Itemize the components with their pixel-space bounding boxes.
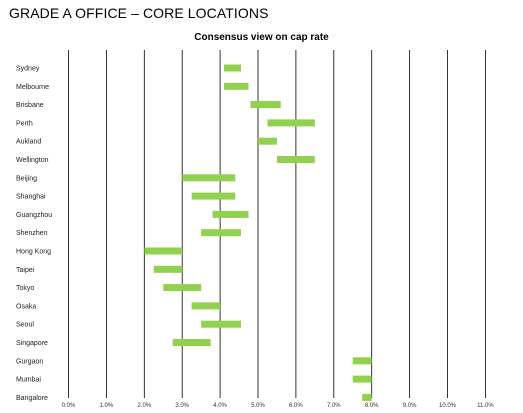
range-bar xyxy=(250,101,281,109)
x-tick-label: 3.0% xyxy=(175,403,189,409)
x-tick-label: 11.0% xyxy=(477,403,494,409)
x-tick-label: 7.0% xyxy=(327,403,341,409)
category-label: Aukland xyxy=(16,139,41,146)
range-bar xyxy=(191,192,236,200)
category-label: Singapore xyxy=(16,340,48,347)
range-bars xyxy=(144,64,372,401)
x-tick-label: 5.0% xyxy=(251,403,265,409)
category-label: Beijing xyxy=(16,175,37,182)
chart-title: Consensus view on cap rate xyxy=(194,32,329,43)
category-label: Mumbai xyxy=(16,377,41,384)
range-bar xyxy=(258,137,277,145)
range-bar xyxy=(191,302,221,310)
range-bar xyxy=(153,265,183,273)
x-tick-label: 0.0% xyxy=(62,403,76,409)
category-label: Osaka xyxy=(16,303,36,310)
x-tick-label: 4.0% xyxy=(213,403,227,409)
range-bar xyxy=(201,320,241,328)
x-tick-label: 9.0% xyxy=(403,403,417,409)
x-tick-label: 8.0% xyxy=(365,403,379,409)
category-label: Shanghai xyxy=(16,194,46,201)
category-label: Bangalore xyxy=(16,395,48,402)
category-label: Tokyo xyxy=(16,285,34,292)
category-labels: Sydney Melbourne Brisbane Perth Aukland Welli… xyxy=(16,66,52,402)
x-tick-label: 6.0% xyxy=(289,403,303,409)
category-label: Hong Kong xyxy=(16,249,51,256)
range-bar xyxy=(362,393,372,401)
range-bar xyxy=(352,357,372,365)
category-label: Gurgaon xyxy=(16,358,43,365)
range-bar xyxy=(223,82,249,90)
category-label: Melbourne xyxy=(16,84,49,91)
range-bar xyxy=(212,210,249,218)
range-bar xyxy=(276,156,315,163)
category-label: Taipei xyxy=(16,267,35,274)
range-bar xyxy=(172,339,211,346)
category-label: Perth xyxy=(16,120,33,127)
category-label: Guangzhou xyxy=(16,212,52,219)
range-bar xyxy=(352,375,372,383)
gridlines xyxy=(68,50,486,398)
category-label: Sydney xyxy=(16,66,40,73)
page-heading: GRADE A OFFICE – CORE LOCATIONS xyxy=(9,5,269,21)
range-bar xyxy=(144,247,183,255)
category-label: Wellington xyxy=(16,157,49,164)
range-bar xyxy=(223,64,241,72)
category-label: Brisbane xyxy=(16,102,44,109)
x-tick-labels: 0.0% 1.0% 2.0% 3.0% 4.0% 5.0% 6.0% 7.0% 8.0% 9.0%… xyxy=(62,403,495,409)
x-tick-label: 10.0% xyxy=(439,403,457,409)
range-bar xyxy=(201,229,241,237)
category-label: Shenzhen xyxy=(16,230,48,237)
x-tick-label: 1.0% xyxy=(100,403,114,409)
range-bar xyxy=(182,174,236,182)
category-label: Seoul xyxy=(16,322,34,329)
x-tick-label: 2.0% xyxy=(137,403,151,409)
range-bar xyxy=(267,119,315,127)
range-bar xyxy=(163,284,202,292)
